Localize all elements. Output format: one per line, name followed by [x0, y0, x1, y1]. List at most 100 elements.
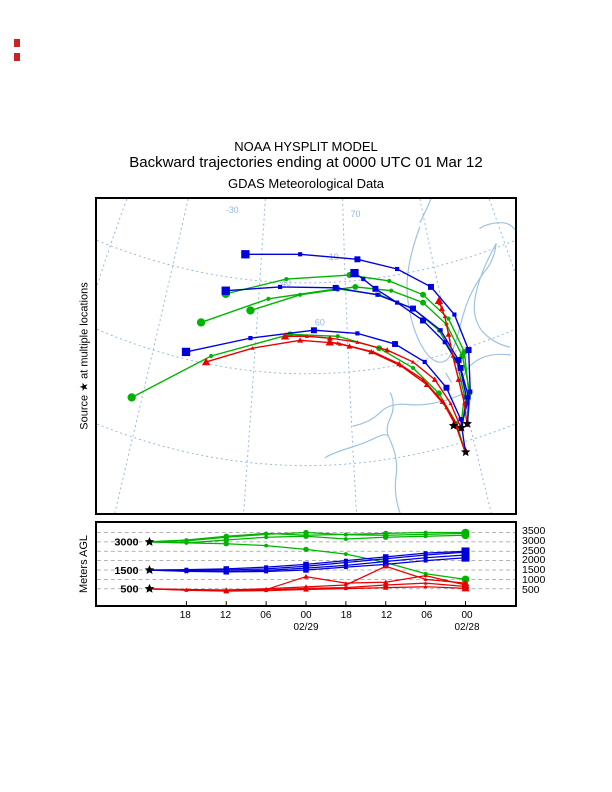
- trajectory-marker: [461, 554, 470, 562]
- trajectory-marker: [410, 305, 416, 312]
- print-mark: [14, 39, 20, 47]
- graticule-line: [114, 199, 189, 513]
- trajectory-marker: [423, 573, 428, 578]
- height-axis-left-label: 500: [120, 584, 138, 596]
- trajectory-marker: [355, 331, 360, 336]
- coastline: [406, 226, 450, 363]
- trajectory-marker: [343, 560, 348, 565]
- time-axis-tick-label: 00: [461, 610, 473, 621]
- trajectory-marker: [264, 588, 269, 593]
- trajectory-marker: [298, 252, 303, 257]
- trajectory-marker: [375, 292, 380, 297]
- graticule-line: [97, 199, 128, 287]
- graticule-line: [97, 328, 515, 375]
- trajectory-marker: [446, 316, 451, 321]
- trajectory-marker: [452, 312, 457, 317]
- trajectory-marker: [423, 558, 428, 563]
- trajectory-marker: [304, 334, 309, 338]
- trajectory-marker: [462, 401, 467, 406]
- trajectory-marker: [332, 284, 339, 291]
- coastline: [324, 434, 389, 459]
- trajectory-marker: [382, 558, 389, 565]
- trajectory-marker: [303, 533, 309, 539]
- trajectory-marker: [423, 581, 428, 585]
- trajectory-marker: [221, 286, 230, 295]
- graticule-line: [488, 199, 515, 273]
- trajectory-marker: [382, 579, 389, 585]
- height-axis-left-label: 3000: [114, 537, 138, 549]
- trajectory-marker: [434, 296, 444, 305]
- source-star: [144, 536, 155, 546]
- trajectory-marker: [464, 395, 469, 400]
- trajectory-marker: [246, 306, 255, 315]
- trajectory-marker: [422, 359, 427, 365]
- trajectory-marker: [389, 288, 394, 293]
- trajectory-path: [200, 288, 466, 430]
- trajectory-map-panel: -30 70 10 40 60: [95, 197, 517, 515]
- trajectory-marker: [343, 537, 348, 541]
- trajectory-marker: [127, 393, 136, 402]
- trajectory-marker: [325, 338, 334, 346]
- trajectory-marker: [382, 582, 389, 588]
- trajectory-marker: [201, 357, 211, 366]
- time-axis-tick-label: 12: [219, 610, 232, 621]
- height-axis-label: Meters AGL: [78, 534, 90, 594]
- trajectory-marker: [423, 534, 428, 539]
- time-axis-tick-label: 18: [179, 610, 191, 621]
- trajectory-marker: [337, 341, 342, 346]
- height-canvas: 3000 1500 500: [97, 528, 515, 605]
- height-profile-panel: 3000 1500 500: [95, 521, 517, 607]
- trajectory-marker: [382, 563, 389, 569]
- trajectory-marker: [354, 256, 361, 263]
- source-star: [448, 420, 459, 430]
- trajectory-marker: [223, 588, 230, 594]
- trajectory-marker: [303, 546, 309, 553]
- trajectory-marker: [196, 318, 206, 327]
- trajectory-marker: [343, 583, 348, 587]
- trajectory-marker: [455, 376, 462, 382]
- trajectory-marker: [355, 340, 360, 344]
- trajectory-marker: [387, 278, 392, 284]
- graticule-line: [97, 240, 515, 284]
- coastline: [352, 393, 462, 427]
- trajectory-marker: [423, 555, 428, 560]
- source-side-label: Source ★ at multiple locations: [78, 282, 91, 430]
- trajectory-marker: [445, 331, 452, 337]
- graticule-label: 40: [281, 278, 291, 288]
- coastline: [479, 222, 515, 230]
- trajectory-marker: [343, 552, 348, 556]
- trajectory-marker: [420, 377, 426, 382]
- print-mark: [14, 53, 20, 61]
- trajectory-marker: [384, 347, 391, 353]
- graticule-line: [419, 199, 492, 513]
- trajectory-marker: [343, 581, 348, 585]
- plot-title: Backward trajectories ending at 0000 UTC…: [129, 154, 483, 171]
- height-axis-right-label: 2000: [522, 554, 546, 567]
- time-axis-tick-label: 00: [300, 610, 312, 621]
- trajectory-marker: [382, 584, 389, 590]
- trajectory-marker: [303, 567, 309, 573]
- trajectory-marker: [264, 535, 269, 540]
- trajectory-marker: [184, 588, 189, 592]
- trajectory-marker: [303, 573, 309, 579]
- source-star: [460, 447, 471, 457]
- time-axis-date-label: 02/29: [293, 622, 319, 633]
- trajectory-marker: [423, 553, 428, 557]
- trajectory-marker: [297, 337, 304, 343]
- graticule-label: 70: [351, 209, 361, 219]
- graticule-line: [97, 423, 515, 467]
- trajectory-marker: [184, 569, 189, 574]
- trajectory-marker: [346, 343, 353, 349]
- trajectory-path: [131, 333, 467, 454]
- graticule-line: [342, 199, 358, 513]
- trajectory-marker: [264, 569, 269, 574]
- height-axis-right-label: 1000: [522, 574, 546, 587]
- time-axis-tick-label: 06: [421, 610, 433, 621]
- graticule-label: 60: [315, 317, 325, 327]
- trajectory-marker: [280, 332, 290, 340]
- meteo-data-subtitle: GDAS Meteorological Data: [227, 176, 385, 191]
- time-axis-tick-label: 12: [380, 610, 393, 621]
- trajectory-marker: [264, 543, 269, 548]
- trajectory-marker: [461, 584, 470, 592]
